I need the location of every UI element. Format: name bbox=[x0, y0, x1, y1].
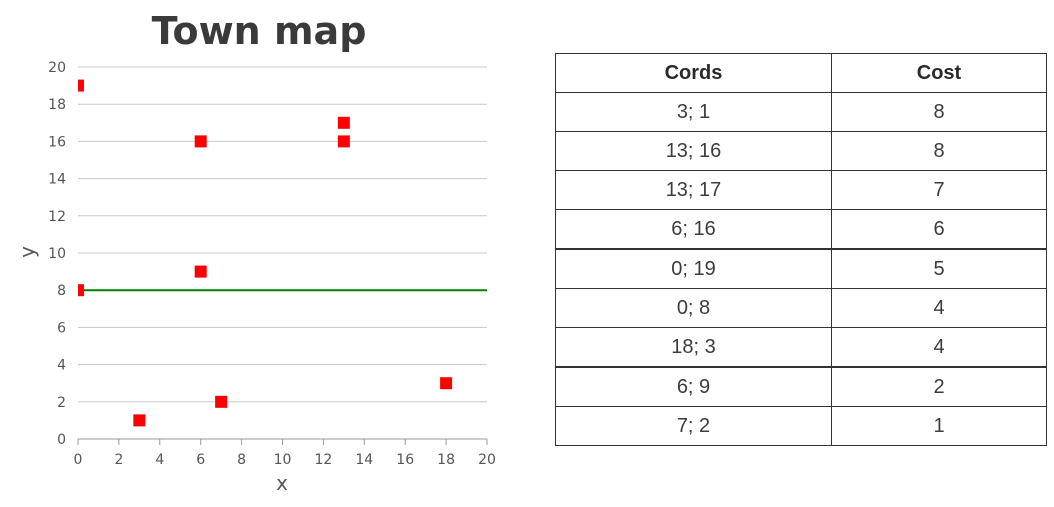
cell-cost: 4 bbox=[831, 288, 1047, 328]
data-points bbox=[78, 79, 453, 427]
y-tick-label: 10 bbox=[48, 246, 66, 262]
table-header-row: Cords Cost bbox=[555, 53, 1047, 93]
axes bbox=[77, 438, 488, 445]
tick-labels: 0 2 4 6 8 10 12 14 16 18 20 0 2 4 6 8 10 12 14 16 18 20 bbox=[48, 60, 496, 468]
y-tick-label: 2 bbox=[57, 395, 66, 411]
y-tick-label: 20 bbox=[48, 60, 66, 76]
cell-cost: 8 bbox=[831, 92, 1047, 132]
cell-cost: 6 bbox=[831, 209, 1047, 250]
cell-cost: 4 bbox=[831, 327, 1047, 368]
table-row: 0; 8 4 bbox=[555, 288, 1047, 328]
x-tick-label: 0 bbox=[74, 452, 83, 468]
cell-cords: 6; 16 bbox=[555, 209, 832, 250]
x-tick-label: 18 bbox=[437, 452, 455, 468]
cell-cost: 5 bbox=[831, 248, 1047, 289]
y-axis-label: y bbox=[15, 246, 39, 258]
table-row: 6; 16 6 bbox=[555, 209, 1047, 250]
cell-cost: 8 bbox=[831, 131, 1047, 171]
town-map-chart: Town map 0 2 4 6 8 10 12 14 16 18 20 0 2 4 6 8 10 12 14 16 1… bbox=[0, 0, 510, 507]
x-tick-label: 14 bbox=[355, 452, 373, 468]
cell-cost: 1 bbox=[831, 406, 1047, 446]
y-tick-label: 4 bbox=[57, 358, 66, 374]
data-point bbox=[194, 265, 207, 278]
x-tick-label: 2 bbox=[114, 452, 123, 468]
data-point bbox=[215, 395, 228, 408]
x-tick-label: 10 bbox=[274, 452, 292, 468]
cell-cords: 6; 9 bbox=[555, 366, 832, 407]
table-row: 13; 17 7 bbox=[555, 170, 1047, 210]
data-point bbox=[133, 414, 146, 427]
x-tick-label: 4 bbox=[155, 452, 164, 468]
table-row: 6; 9 2 bbox=[555, 366, 1047, 407]
header-cost: Cost bbox=[831, 53, 1047, 93]
chart-canvas: Town map 0 2 4 6 8 10 12 14 16 18 20 0 2 4 6 8 10 12 14 16 1… bbox=[15, 9, 496, 495]
x-tick-label: 16 bbox=[396, 452, 414, 468]
cell-cords: 0; 8 bbox=[555, 288, 832, 328]
data-point bbox=[78, 284, 84, 297]
x-tick-label: 20 bbox=[478, 452, 496, 468]
cell-cost: 2 bbox=[831, 366, 1047, 407]
table-row: 13; 16 8 bbox=[555, 131, 1047, 171]
header-cords: Cords bbox=[555, 53, 832, 93]
data-point bbox=[78, 79, 84, 92]
data-point bbox=[337, 116, 350, 129]
cell-cords: 7; 2 bbox=[555, 406, 832, 446]
table-row: 3; 1 8 bbox=[555, 92, 1047, 132]
x-axis-label: x bbox=[276, 471, 288, 495]
y-tick-label: 16 bbox=[48, 134, 66, 150]
y-tick-label: 12 bbox=[48, 209, 66, 225]
y-tick-label: 14 bbox=[48, 172, 66, 188]
table-row: 7; 2 1 bbox=[555, 406, 1047, 446]
x-tick-label: 8 bbox=[237, 452, 246, 468]
table-row: 0; 19 5 bbox=[555, 248, 1047, 289]
grid-lines bbox=[78, 66, 487, 440]
x-tick-label: 12 bbox=[314, 452, 332, 468]
data-point bbox=[440, 377, 453, 390]
data-point bbox=[337, 135, 350, 148]
y-tick-label: 18 bbox=[48, 97, 66, 113]
cell-cost: 7 bbox=[831, 170, 1047, 210]
table-row: 18; 3 4 bbox=[555, 327, 1047, 368]
cell-cords: 3; 1 bbox=[555, 92, 832, 132]
x-tick-label: 6 bbox=[196, 452, 205, 468]
y-tick-label: 8 bbox=[57, 283, 66, 299]
data-point bbox=[194, 135, 207, 148]
cell-cords: 0; 19 bbox=[555, 248, 832, 289]
cell-cords: 13; 16 bbox=[555, 131, 832, 171]
chart-title: Town map bbox=[152, 9, 367, 53]
cell-cords: 18; 3 bbox=[555, 327, 832, 368]
cell-cords: 13; 17 bbox=[555, 170, 832, 210]
y-tick-label: 6 bbox=[57, 320, 66, 336]
cost-table: Cords Cost 3; 1 8 13; 16 8 13; 17 7 6; 1… bbox=[555, 53, 1047, 446]
y-tick-label: 0 bbox=[57, 432, 66, 448]
